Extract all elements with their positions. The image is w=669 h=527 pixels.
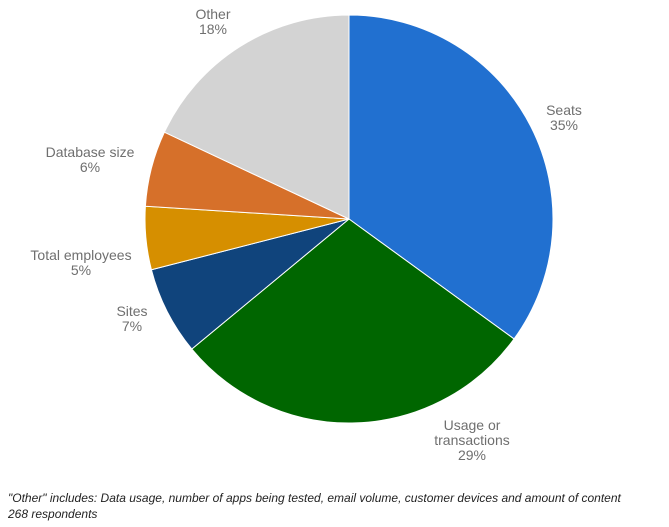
slice-name-label: Database size: [46, 144, 135, 160]
slice-name-label: Other: [195, 6, 230, 22]
slice-percent-label: 6%: [80, 159, 100, 175]
pie-chart: Seats 35% Usage or transactions 29% Sites 7% To…: [30, 6, 581, 463]
slice-percent-label: 18%: [199, 21, 227, 37]
slice-percent-label: 7%: [122, 318, 142, 334]
slice-name-label: Seats: [546, 102, 582, 118]
slice-name-label: transactions: [434, 432, 509, 448]
slice-percent-label: 5%: [71, 262, 91, 278]
pie-slice-other: [163, 14, 350, 220]
slice-percent-label: 29%: [458, 447, 486, 463]
slice-label-seats: Seats 35%: [546, 102, 582, 133]
slice-label-usage-or-transactions: Usage or transactions 29%: [434, 417, 509, 463]
pie-slices: [144, 14, 554, 424]
slice-label-other: Other 18%: [195, 6, 230, 37]
slice-name-label: Usage or: [444, 417, 501, 433]
slice-name-label: Sites: [116, 303, 147, 319]
pie-slice-seats: [348, 14, 554, 340]
slice-labels: Seats 35% Usage or transactions 29% Sites 7% To…: [30, 6, 581, 463]
slice-percent-label: 35%: [550, 117, 578, 133]
slice-label-database-size: Database size 6%: [46, 144, 135, 175]
footnote-respondents: 268 respondents: [8, 507, 98, 521]
slice-label-sites: Sites 7%: [116, 303, 147, 334]
slice-name-label: Total employees: [30, 247, 131, 263]
footnote-other-definition: "Other" includes: Data usage, number of …: [8, 491, 621, 505]
slice-label-total-employees: Total employees 5%: [30, 247, 131, 278]
pie-slice-usage-or-transactions: [191, 218, 515, 424]
